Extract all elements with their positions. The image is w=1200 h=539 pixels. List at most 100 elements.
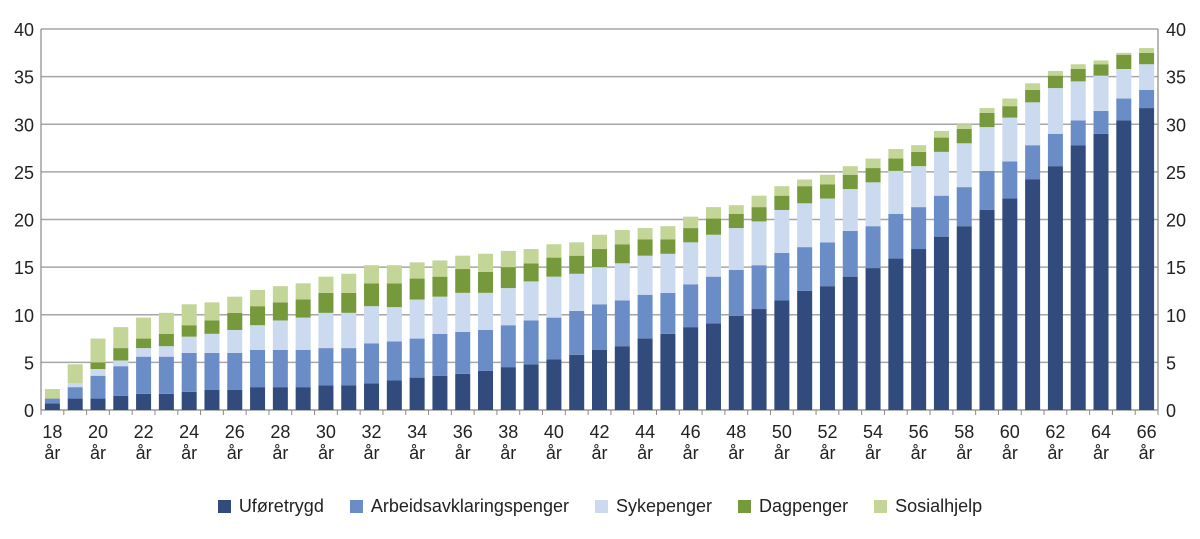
bar-segment-dagpenger [819, 184, 835, 199]
legend-item: Dagpenger [738, 496, 848, 517]
bar-segment-sosialhjelp [1002, 98, 1018, 107]
bar-segment-dagpenger [728, 213, 744, 229]
bar-segment-uføretrygd [1025, 179, 1041, 410]
bar-segment-arbeidsavklaringspenger [933, 195, 949, 237]
bar-segment-arbeidsavklaringspenger [683, 284, 699, 328]
bar-segment-sykepenger [660, 253, 676, 293]
bar-segment-arbeidsavklaringspenger [364, 343, 380, 384]
x-tick-unit: år [865, 443, 881, 463]
legend-swatch [594, 500, 608, 513]
bar-segment-sykepenger [1139, 64, 1155, 90]
bar-segment-dagpenger [250, 306, 266, 326]
bar-segment-uføretrygd [113, 395, 129, 410]
bar-segment-dagpenger [113, 348, 129, 361]
y-tick-label-right: 20 [1166, 211, 1186, 231]
bar-segment-arbeidsavklaringspenger [318, 348, 334, 386]
bar-segment-uføretrygd [455, 373, 471, 410]
x-tick-unit: år [1002, 443, 1018, 463]
bar-segment-sosialhjelp [158, 312, 174, 334]
bar-segment-sosialhjelp [774, 186, 790, 196]
y-tick-label-left: 35 [14, 68, 34, 88]
bar-segment-dagpenger [136, 338, 152, 349]
bar-segment-sosialhjelp [911, 145, 927, 152]
bar-segment-arbeidsavklaringspenger [751, 265, 767, 310]
bar-segment-dagpenger [478, 271, 494, 293]
bar-segment-dagpenger [956, 129, 972, 144]
bar-segment-arbeidsavklaringspenger [295, 349, 311, 388]
x-tick-label: 48 [726, 422, 746, 442]
bar-segment-dagpenger [774, 195, 790, 210]
bar-segment-sykepenger [911, 166, 927, 208]
bar-segment-uføretrygd [341, 385, 357, 410]
bar-segment-sykepenger [1047, 88, 1063, 134]
bar-segment-arbeidsavklaringspenger [1002, 161, 1018, 199]
y-tick-label-left: 10 [14, 306, 34, 326]
bar-segment-uføretrygd [1070, 145, 1086, 410]
x-tick-label: 40 [544, 422, 564, 442]
bar-segment-arbeidsavklaringspenger [136, 356, 152, 394]
bar-segment-arbeidsavklaringspenger [500, 325, 516, 368]
x-tick-unit: år [1139, 443, 1155, 463]
legend-label: Sosialhjelp [895, 496, 983, 516]
x-tick-label: 30 [316, 422, 336, 442]
bar-segment-arbeidsavklaringspenger [956, 187, 972, 227]
bar-segment-sosialhjelp [1116, 52, 1132, 55]
y-tick-label-right: 0 [1166, 401, 1176, 421]
y-tick-label-right: 15 [1166, 258, 1186, 278]
bar-segment-arbeidsavklaringspenger [797, 247, 813, 291]
bar-segment-arbeidsavklaringspenger [637, 294, 653, 339]
bar-segment-sosialhjelp [318, 276, 334, 293]
bar-segment-dagpenger [705, 218, 721, 235]
bar-segment-arbeidsavklaringspenger [250, 349, 266, 388]
x-tick-label: 26 [225, 422, 245, 442]
chart-legend: Uføretrygd Arbeidsavklaringspenger Sykepen… [0, 496, 1200, 517]
bar-segment-sosialhjelp [181, 304, 197, 326]
bar-segment-uføretrygd [67, 398, 83, 410]
x-tick-label: 58 [954, 422, 974, 442]
bar-segment-sosialhjelp [90, 338, 106, 363]
bar-segment-arbeidsavklaringspenger [1070, 120, 1086, 146]
bar-segment-uføretrygd [1139, 108, 1155, 411]
bar-segment-arbeidsavklaringspenger [569, 310, 585, 355]
bar-segment-sykepenger [1070, 81, 1086, 121]
x-tick-label: 22 [134, 422, 154, 442]
bar-segment-sykepenger [683, 242, 699, 285]
bar-segment-arbeidsavklaringspenger [227, 352, 243, 390]
bar-segment-uføretrygd [158, 393, 174, 410]
bar-segment-arbeidsavklaringspenger [865, 226, 881, 269]
x-tick-label: 54 [863, 422, 883, 442]
bar-segment-dagpenger [979, 112, 995, 128]
legend-item: Sosialhjelp [874, 496, 982, 517]
bar-segment-sykepenger [1025, 102, 1041, 146]
bar-segment-sykepenger [478, 292, 494, 330]
legend-item: Sykepenger [594, 496, 712, 517]
bar-segment-sosialhjelp [956, 124, 972, 130]
bar-segment-sosialhjelp [592, 234, 607, 250]
bar-segment-sykepenger [888, 170, 904, 214]
bar-segment-dagpenger [500, 267, 516, 289]
bar-segment-dagpenger [1093, 64, 1109, 76]
bar-segment-sykepenger [1093, 75, 1109, 111]
bar-segment-uføretrygd [409, 377, 425, 410]
bar-segment-arbeidsavklaringspenger [819, 242, 835, 287]
bar-segment-dagpenger [888, 158, 904, 171]
legend-label: Dagpenger [759, 496, 849, 516]
x-tick-unit: år [272, 443, 288, 463]
bar-segment-arbeidsavklaringspenger [614, 300, 630, 347]
bar-segment-sykepenger [819, 198, 835, 243]
bar-segment-sosialhjelp [1093, 60, 1109, 65]
bar-segment-sykepenger [705, 234, 721, 277]
bar-segment-sykepenger [67, 383, 83, 388]
bar-segment-sosialhjelp [888, 149, 904, 159]
bar-segment-sykepenger [500, 288, 516, 326]
y-tick-label-right: 5 [1166, 353, 1176, 373]
bar-segment-sykepenger [158, 346, 174, 357]
legend-swatch [738, 500, 752, 513]
bar-segment-sosialhjelp [637, 228, 653, 240]
bar-segment-sosialhjelp [728, 205, 744, 214]
bar-segment-uføretrygd [364, 383, 380, 410]
bar-segment-sosialhjelp [683, 216, 699, 229]
bar-segment-sosialhjelp [705, 207, 721, 219]
bar-segment-dagpenger [592, 249, 607, 268]
bar-segment-sosialhjelp [979, 108, 995, 113]
